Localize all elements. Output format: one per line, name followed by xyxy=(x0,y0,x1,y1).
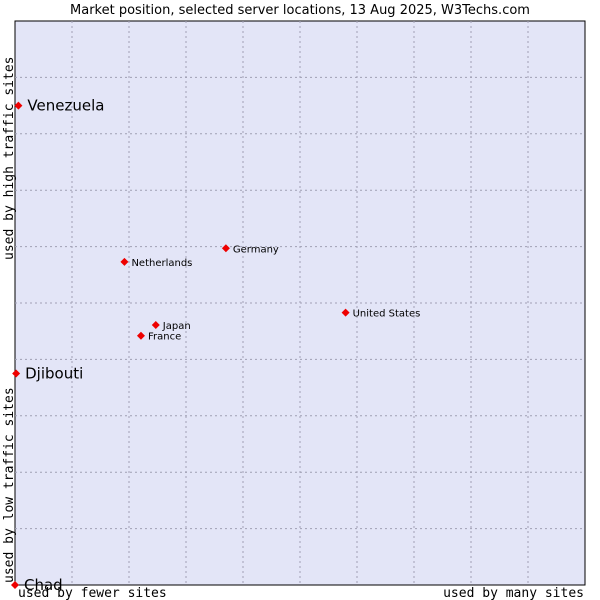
point-marker xyxy=(221,244,230,253)
x-axis-label-right: used by many sites xyxy=(443,586,584,600)
point-label: France xyxy=(148,332,181,343)
y-axis-label-top: used by high traffic sites xyxy=(2,57,17,261)
data-point-chad: Chad xyxy=(11,576,63,594)
point-marker xyxy=(136,331,145,340)
point-label: Netherlands xyxy=(131,258,192,269)
chart-title: Market position, selected server locatio… xyxy=(70,3,530,18)
y-axis-label-bottom: used by low traffic sites xyxy=(2,387,17,583)
data-point-united-states: United States xyxy=(341,308,421,320)
point-label: Djibouti xyxy=(25,365,83,383)
point-marker xyxy=(151,320,160,329)
point-label: Chad xyxy=(24,576,63,594)
data-point-germany: Germany xyxy=(221,244,279,255)
point-label: United States xyxy=(353,309,421,320)
point-marker xyxy=(12,369,21,378)
data-point-japan: Japan xyxy=(151,320,191,332)
point-label: Japan xyxy=(162,321,191,332)
data-point-france: France xyxy=(136,331,181,343)
data-points: Venezuela Djibouti Chad Germany Netherlands U… xyxy=(11,97,420,594)
data-point-djibouti: Djibouti xyxy=(12,365,83,383)
point-label: Venezuela xyxy=(27,97,104,115)
point-label: Germany xyxy=(233,244,279,255)
data-point-netherlands: Netherlands xyxy=(120,257,192,269)
grid-lines xyxy=(15,21,585,585)
point-marker xyxy=(120,257,129,266)
x-axis-label-left: used by fewer sites xyxy=(18,586,167,600)
point-marker xyxy=(341,308,350,317)
point-marker xyxy=(11,581,19,589)
data-point-venezuela: Venezuela xyxy=(14,97,104,115)
point-marker xyxy=(14,101,23,110)
